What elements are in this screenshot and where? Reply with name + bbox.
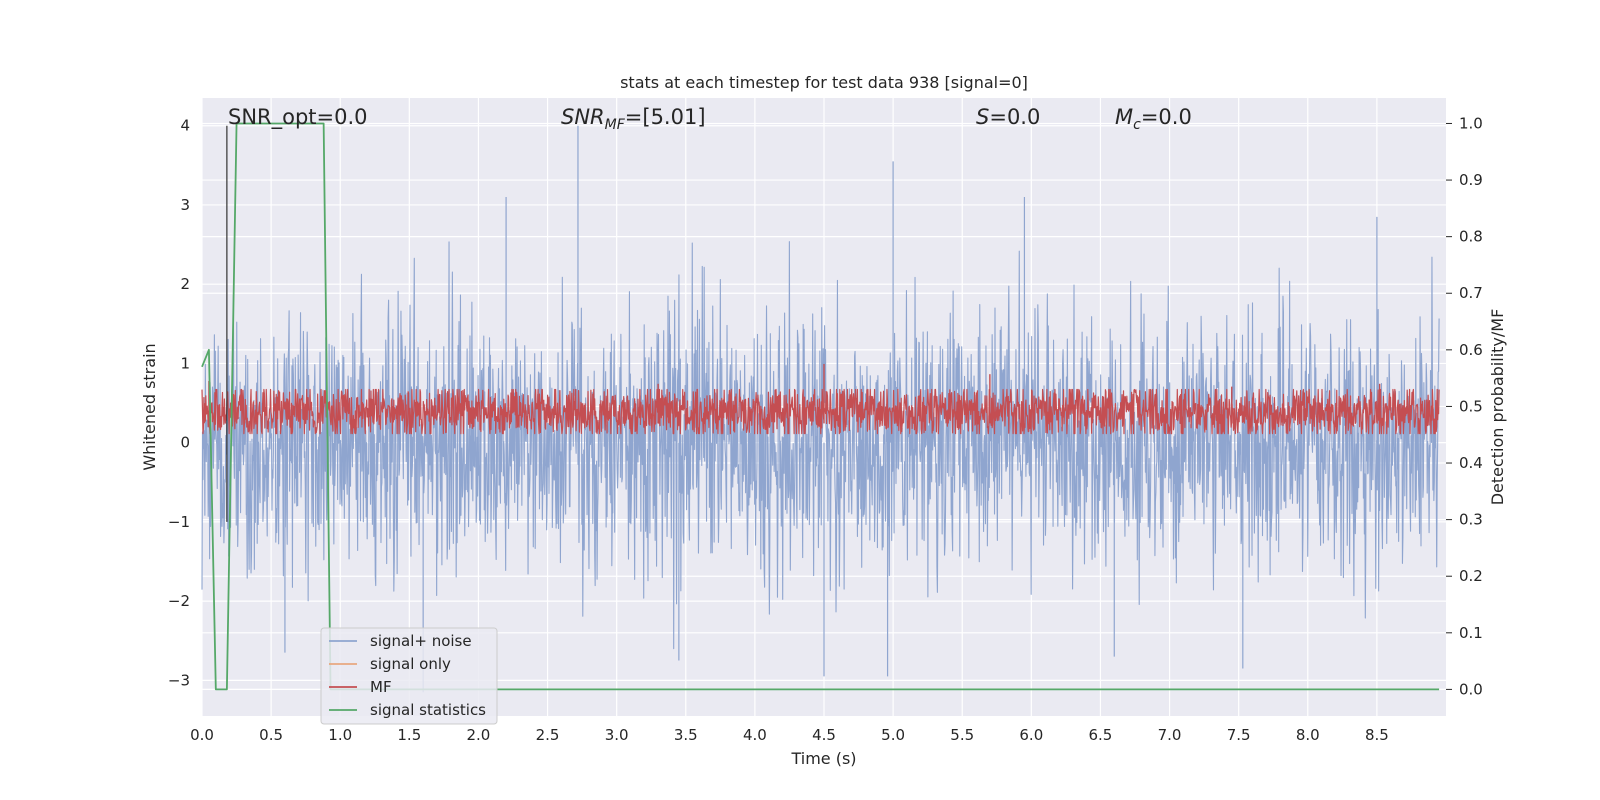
y-tick-label: 4 bbox=[180, 117, 190, 135]
y2-tick-label: 0.5 bbox=[1459, 397, 1483, 415]
y2-tick-label: 0.2 bbox=[1459, 567, 1483, 585]
x-tick-label: 5.0 bbox=[881, 726, 905, 744]
mf-line bbox=[201, 388, 1440, 435]
signal-noise-series bbox=[201, 125, 1440, 693]
y-tick-label: −1 bbox=[168, 513, 190, 531]
x-tick-label: 6.5 bbox=[1089, 726, 1113, 744]
y-tick-label: 2 bbox=[180, 275, 190, 293]
legend-label-mf: MF bbox=[370, 678, 392, 696]
legend: signal+ noise signal only MF signal stat… bbox=[320, 627, 498, 725]
y-axis-label: Whitened strain bbox=[140, 343, 159, 470]
legend-label-signal-statistics: signal statistics bbox=[370, 701, 486, 719]
y2-tick-label: 0.8 bbox=[1459, 228, 1483, 246]
legend-label-signal-noise: signal+ noise bbox=[370, 632, 472, 650]
y-tick-label: 1 bbox=[180, 354, 190, 372]
y2-axis-label: Detection probability/MF bbox=[1488, 309, 1507, 506]
ticks-layer: 0.0 0.5 1.0 1.5 2.0 2.5 3.0 3.5 4.0 4.5 5.0 5.5 6.0 6… bbox=[168, 114, 1483, 744]
y2-tick-label: 0.6 bbox=[1459, 341, 1483, 359]
annotation-mc: Mc=0.0 bbox=[1115, 105, 1192, 133]
x-tick-label: 2.0 bbox=[467, 726, 491, 744]
x-tick-label: 2.5 bbox=[536, 726, 560, 744]
snr-mf-main: SNR bbox=[561, 105, 605, 129]
mc-main: M bbox=[1115, 105, 1133, 129]
x-tick-label: 0.5 bbox=[259, 726, 283, 744]
y2-tick-label: 0.0 bbox=[1459, 680, 1483, 698]
signal-noise-line bbox=[201, 241, 1440, 650]
y2-tick-label: 0.9 bbox=[1459, 171, 1483, 189]
x-tick-label: 5.5 bbox=[950, 726, 974, 744]
snr-mf-value: =[5.01] bbox=[625, 105, 706, 129]
x-axis-label: Time (s) bbox=[790, 749, 856, 768]
y2-tick-label: 1.0 bbox=[1459, 114, 1483, 132]
mc-sub: c bbox=[1133, 117, 1141, 133]
x-tick-label: 3.0 bbox=[605, 726, 629, 744]
x-tick-label: 7.5 bbox=[1227, 726, 1251, 744]
x-tick-label: 8.5 bbox=[1365, 726, 1389, 744]
x-tick-label: 1.5 bbox=[397, 726, 421, 744]
x-tick-label: 4.0 bbox=[743, 726, 767, 744]
chart-title: stats at each timestep for test data 938… bbox=[620, 73, 1028, 92]
x-tick-label: 4.5 bbox=[812, 726, 836, 744]
mc-value: =0.0 bbox=[1141, 105, 1192, 129]
y2-tick-label: 0.4 bbox=[1459, 454, 1483, 472]
snr-mf-sub: MF bbox=[605, 117, 626, 133]
mf-series bbox=[201, 363, 1440, 435]
legend-label-signal-only: signal only bbox=[370, 655, 451, 673]
y-tick-label: −2 bbox=[168, 592, 190, 610]
y2-tick-label: 0.1 bbox=[1459, 624, 1483, 642]
y-tick-label: 3 bbox=[180, 196, 190, 214]
s-value: =0.0 bbox=[989, 105, 1040, 129]
x-tick-label: 1.0 bbox=[328, 726, 352, 744]
annotation-snr-mf: SNRMF=[5.01] bbox=[561, 105, 706, 133]
y-tick-label: 0 bbox=[180, 434, 190, 452]
y2-tick-label: 0.7 bbox=[1459, 284, 1483, 302]
x-tick-label: 7.0 bbox=[1158, 726, 1182, 744]
x-tick-label: 6.0 bbox=[1019, 726, 1043, 744]
s-main: S bbox=[976, 105, 989, 129]
y-tick-label: −3 bbox=[168, 671, 190, 689]
annotation-snr-opt: SNR_opt=0.0 bbox=[228, 105, 368, 130]
legend-box bbox=[320, 627, 498, 725]
x-tick-label: 8.0 bbox=[1296, 726, 1320, 744]
annotation-s: S=0.0 bbox=[976, 105, 1040, 129]
x-tick-label: 0.0 bbox=[190, 726, 214, 744]
y2-tick-label: 0.3 bbox=[1459, 511, 1483, 529]
x-tick-label: 3.5 bbox=[674, 726, 698, 744]
